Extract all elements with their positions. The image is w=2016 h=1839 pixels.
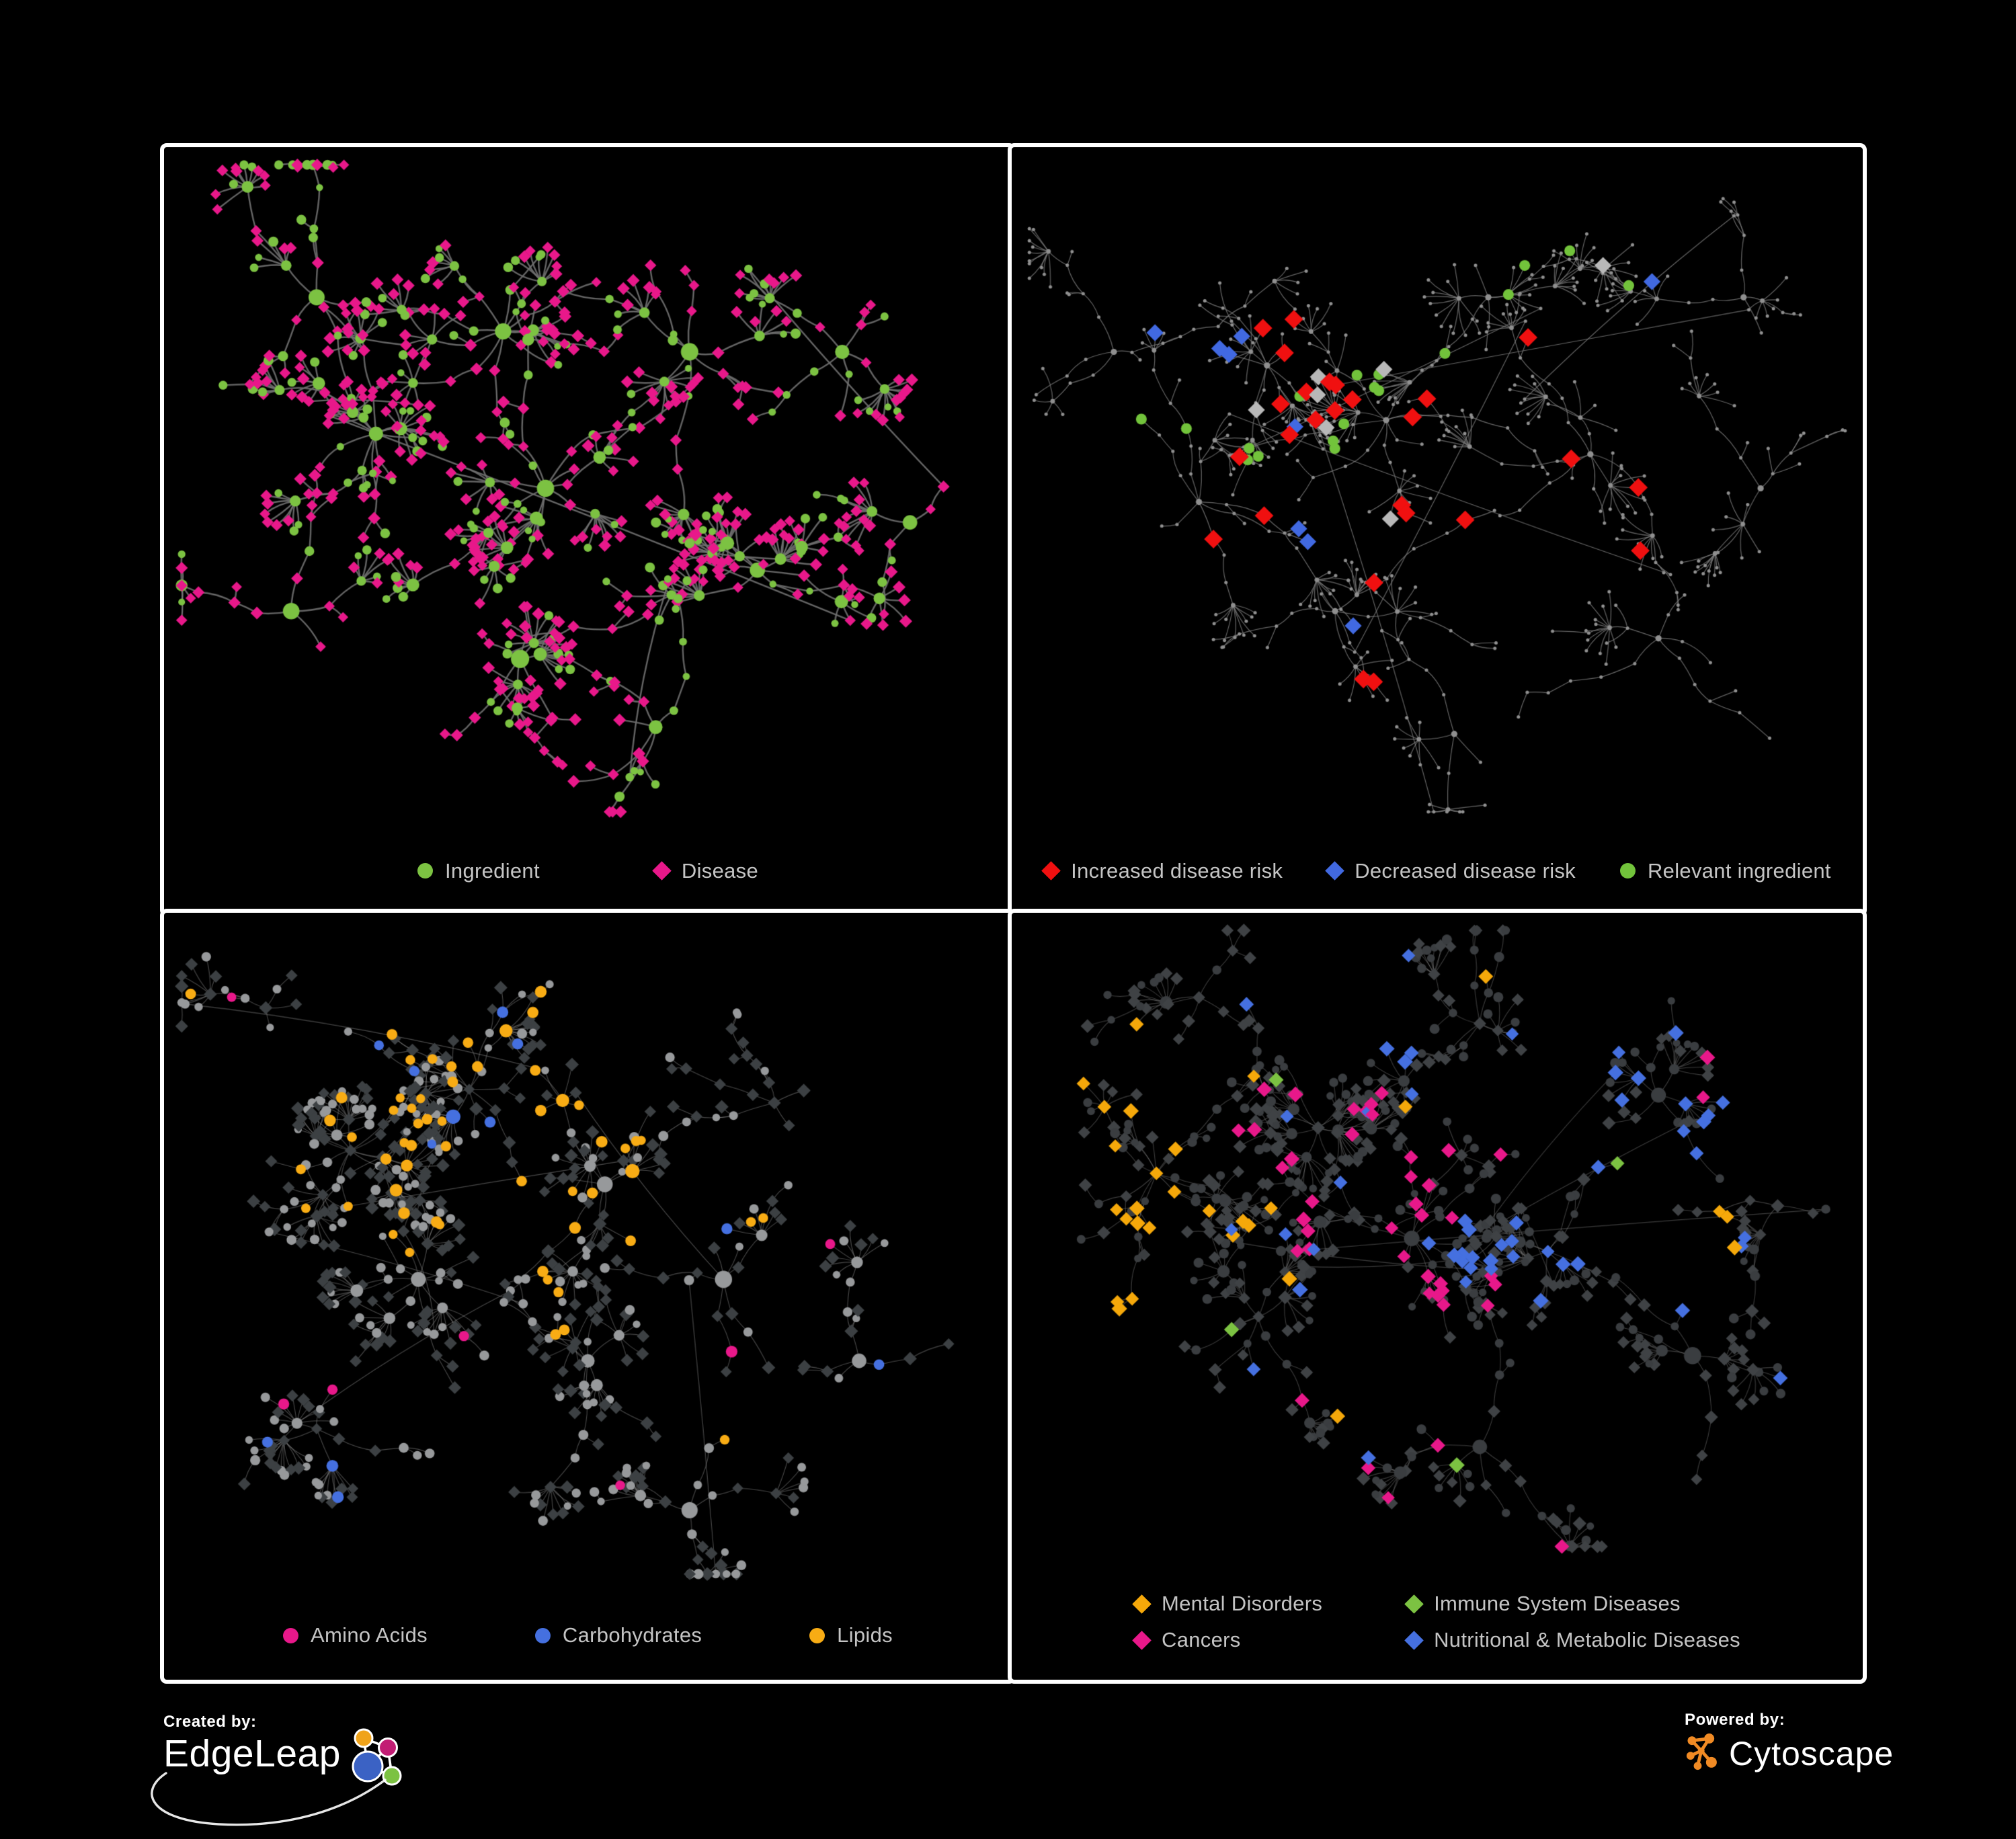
legend-label: Immune System Diseases [1434, 1592, 1681, 1616]
relevant-ingredient-circle-icon [1620, 863, 1636, 879]
ingredient-circle-icon [417, 863, 433, 879]
immune-system-diamond-icon [1404, 1594, 1424, 1614]
network-graph-canvas [1012, 913, 1863, 1565]
cytoscape-branding: Powered by: Cytoscape [1685, 1711, 1894, 1774]
legend-label: Carbohydrates [562, 1623, 702, 1647]
network-panel-disease-risk: Increased disease risk Decreased disease… [1008, 143, 1867, 917]
legend-label: Increased disease risk [1071, 858, 1283, 883]
legend-label: Cancers [1162, 1628, 1241, 1652]
edgeleap-logo-icon [352, 1728, 402, 1786]
edgeleap-wordmark: EdgeLeap [163, 1732, 341, 1775]
legend-item-carbohydrates: Carbohydrates [534, 1623, 702, 1647]
legend-label: Relevant ingredient [1648, 858, 1831, 883]
legend-item-decreased-risk: Decreased disease risk [1325, 858, 1576, 883]
nutritional-metabolic-diamond-icon [1404, 1630, 1424, 1650]
network-graph-canvas [164, 913, 1012, 1592]
legend-item-nutritional-metabolic-diseases: Nutritional & Metabolic Diseases [1404, 1628, 1740, 1652]
network-panel-nutrient-classes: Amino Acids Carbohydrates Lipids [160, 909, 1016, 1684]
legend-label: Nutritional & Metabolic Diseases [1434, 1628, 1740, 1652]
cytoscape-logo-icon [1686, 1733, 1717, 1770]
legend-item-disease: Disease [652, 858, 758, 883]
legend-label: Ingredient [445, 858, 540, 883]
network-panel-disease-classes: Mental Disorders Immune System Diseases … [1008, 909, 1867, 1684]
increased-risk-diamond-icon [1041, 861, 1061, 881]
disease-diamond-icon [652, 861, 672, 881]
decreased-risk-diamond-icon [1325, 861, 1344, 881]
legend: Amino Acids Carbohydrates Lipids [164, 1592, 1012, 1680]
legend-item-lipids: Lipids [809, 1623, 893, 1647]
legend: Ingredient Disease [164, 829, 1012, 913]
powered-by-label: Powered by: [1685, 1711, 1785, 1729]
legend-label: Disease [681, 858, 758, 883]
legend-item-ingredient: Ingredient [417, 859, 540, 883]
legend-item-amino-acids: Amino Acids [283, 1623, 428, 1647]
legend: Increased disease risk Decreased disease… [1012, 829, 1863, 913]
network-panel-ingredient-disease: Ingredient Disease [160, 143, 1016, 917]
legend-label: Lipids [837, 1623, 893, 1647]
created-by-label: Created by: [163, 1713, 257, 1731]
legend-label: Mental Disorders [1162, 1592, 1323, 1616]
edgeleap-branding: Created by: EdgeLeap [151, 1713, 446, 1826]
legend: Mental Disorders Immune System Diseases … [1012, 1564, 1863, 1680]
legend-item-immune-system-diseases: Immune System Diseases [1404, 1592, 1681, 1616]
amino-acids-circle-icon [283, 1627, 299, 1643]
mental-disorders-diamond-icon [1132, 1594, 1152, 1614]
cytoscape-wordmark: Cytoscape [1729, 1735, 1894, 1772]
carbohydrates-circle-icon [534, 1627, 551, 1643]
legend-item-relevant-ingredient: Relevant ingredient [1620, 859, 1831, 883]
network-graph-canvas [1012, 147, 1863, 829]
legend-label: Decreased disease risk [1355, 858, 1576, 883]
network-graph-canvas [164, 147, 1012, 829]
legend-item-increased-risk: Increased disease risk [1041, 858, 1283, 883]
lipids-circle-icon [809, 1627, 825, 1643]
cancers-diamond-icon [1132, 1630, 1152, 1650]
legend-label: Amino Acids [311, 1623, 428, 1647]
legend-item-mental-disorders: Mental Disorders [1132, 1592, 1323, 1616]
legend-item-cancers: Cancers [1132, 1628, 1241, 1652]
